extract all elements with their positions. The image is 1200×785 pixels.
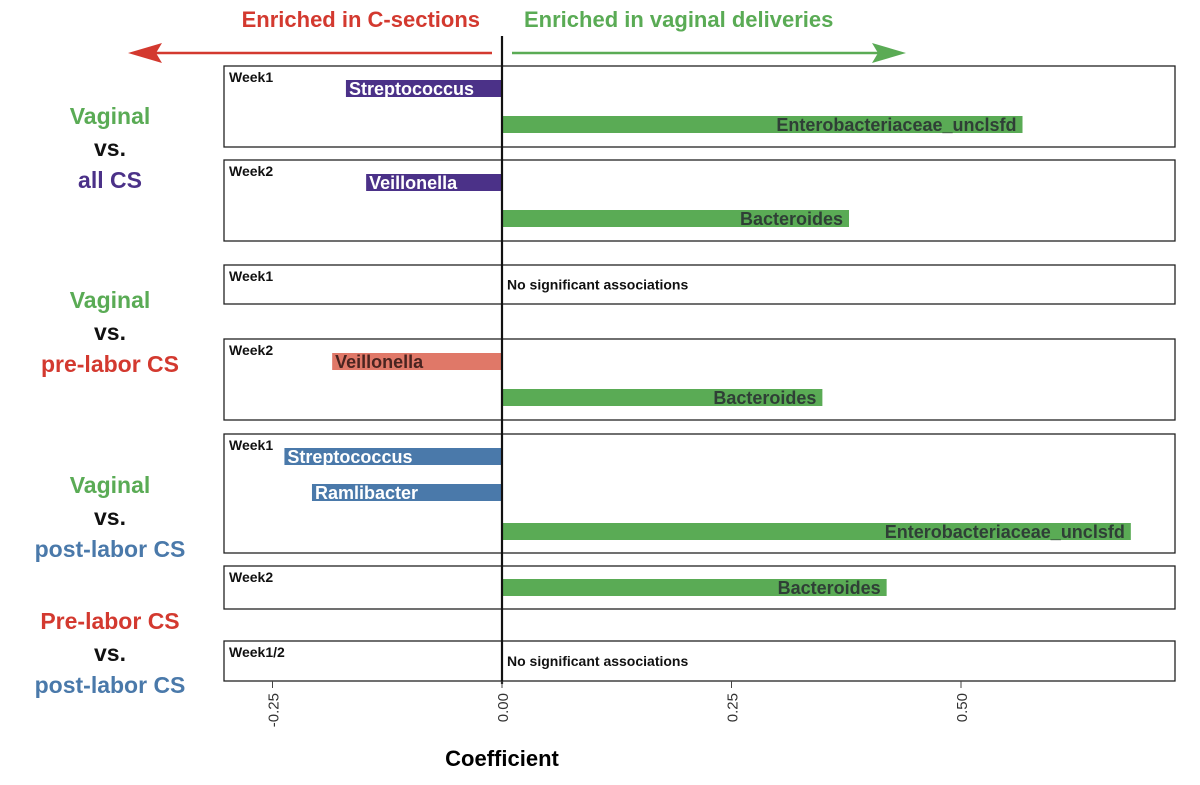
panel-frame [223, 433, 1176, 554]
bar [502, 116, 1023, 133]
bar-taxon-label: Bacteroides [778, 578, 881, 598]
x-tick-label: 0.25 [725, 693, 742, 722]
panel-week-label: Week2 [229, 163, 273, 179]
comparison-label: vs. [94, 135, 126, 161]
panel-frame [223, 565, 1176, 610]
bar-taxon-label: Veillonella [335, 352, 424, 372]
bar [284, 448, 502, 465]
comparison-label: Vaginal [70, 103, 151, 129]
panel-week-label: Week1 [229, 268, 273, 284]
bar [502, 579, 887, 596]
right-direction-label: Enriched in vaginal deliveries [524, 7, 833, 32]
comparison-label: vs. [94, 319, 126, 345]
bar [345, 80, 502, 97]
x-tick-label: 0.50 [954, 693, 971, 722]
panel-frame [223, 65, 1176, 148]
comparison-label: Vaginal [70, 472, 151, 498]
bar-taxon-label: Bacteroides [713, 388, 816, 408]
bar [502, 389, 823, 406]
bar-taxon-label: Enterobacteriaceae_unclsfd [776, 115, 1016, 135]
left-arrow-head [128, 43, 162, 63]
comparison-label: all CS [78, 167, 142, 193]
panel-week-label: Week1 [229, 69, 273, 85]
bar [332, 353, 502, 370]
bar [366, 174, 502, 191]
comparison-label: pre-labor CS [41, 351, 179, 377]
bar [502, 210, 850, 227]
panel-week-label: Week2 [229, 342, 273, 358]
comparison-label: vs. [94, 504, 126, 530]
panel-note: No significant associations [507, 277, 688, 293]
panel-frame [223, 640, 1176, 682]
x-tick-label: 0.00 [495, 693, 512, 722]
right-arrow-head [872, 43, 906, 63]
comparison-label: post-labor CS [35, 672, 186, 698]
panel-week-label: Week2 [229, 569, 273, 585]
comparison-label: vs. [94, 640, 126, 666]
x-tick-label: -0.25 [266, 693, 283, 727]
panel-frame [223, 159, 1176, 242]
bar-taxon-label: Enterobacteriaceae_unclsfd [885, 522, 1125, 542]
comparison-label: Vaginal [70, 287, 151, 313]
panel-note: No significant associations [507, 653, 688, 669]
bar-taxon-label: Streptococcus [349, 79, 474, 99]
x-axis-label: Coefficient [445, 746, 559, 771]
comparison-label: Pre-labor CS [40, 608, 179, 634]
panel-frame [223, 338, 1176, 421]
bar-taxon-label: Ramlibacter [315, 483, 418, 503]
bar-taxon-label: Bacteroides [740, 209, 843, 229]
bar-taxon-label: Veillonella [369, 173, 458, 193]
bar-taxon-label: Streptococcus [287, 447, 412, 467]
bar [502, 523, 1131, 540]
bar [311, 484, 502, 501]
panel-frame [223, 264, 1176, 305]
left-direction-label: Enriched in C-sections [242, 7, 480, 32]
comparison-label: post-labor CS [35, 536, 186, 562]
panel-week-label: Week1/2 [229, 644, 285, 660]
panel-week-label: Week1 [229, 437, 273, 453]
